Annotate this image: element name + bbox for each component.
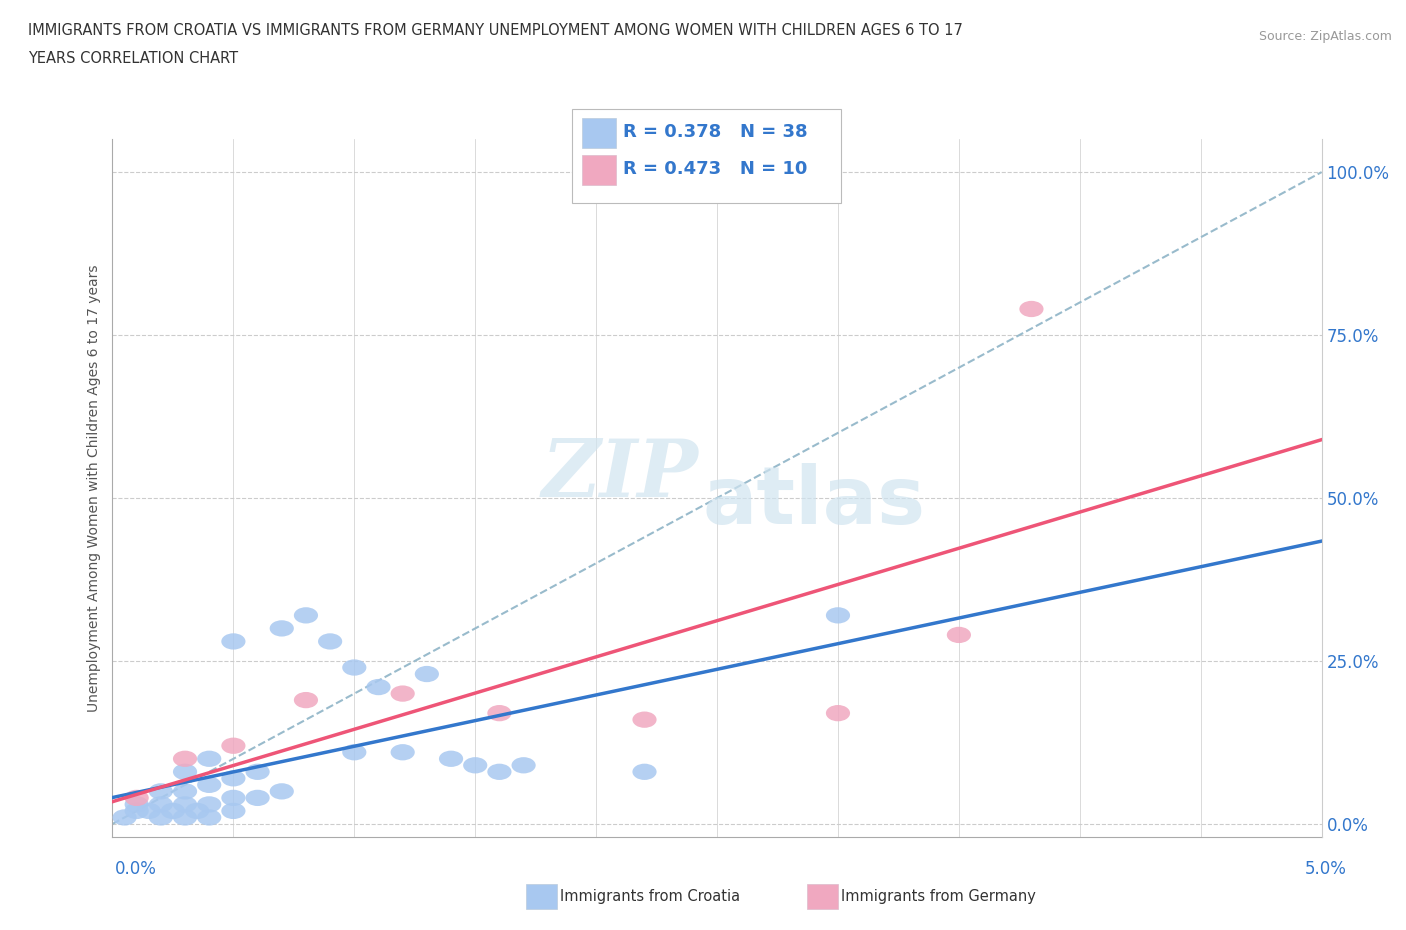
Ellipse shape — [197, 796, 221, 813]
Text: R = 0.378   N = 38: R = 0.378 N = 38 — [623, 123, 807, 141]
Ellipse shape — [318, 633, 342, 649]
Ellipse shape — [160, 803, 186, 819]
Ellipse shape — [246, 764, 270, 780]
Ellipse shape — [221, 803, 246, 819]
Ellipse shape — [439, 751, 463, 767]
Ellipse shape — [197, 809, 221, 826]
Ellipse shape — [342, 744, 367, 761]
Ellipse shape — [149, 809, 173, 826]
Text: atlas: atlas — [702, 463, 925, 541]
Ellipse shape — [221, 737, 246, 754]
Ellipse shape — [221, 770, 246, 787]
Ellipse shape — [488, 705, 512, 722]
Ellipse shape — [946, 627, 972, 643]
Text: YEARS CORRELATION CHART: YEARS CORRELATION CHART — [28, 51, 238, 66]
Ellipse shape — [136, 803, 160, 819]
Ellipse shape — [246, 790, 270, 806]
Ellipse shape — [512, 757, 536, 774]
Text: 0.0%: 0.0% — [115, 860, 157, 878]
Ellipse shape — [221, 633, 246, 649]
Text: 5.0%: 5.0% — [1305, 860, 1347, 878]
Text: R = 0.473   N = 10: R = 0.473 N = 10 — [623, 160, 807, 179]
Ellipse shape — [112, 809, 136, 826]
Ellipse shape — [488, 764, 512, 780]
Ellipse shape — [173, 764, 197, 780]
Text: Immigrants from Germany: Immigrants from Germany — [841, 889, 1036, 904]
Text: Source: ZipAtlas.com: Source: ZipAtlas.com — [1258, 30, 1392, 43]
Ellipse shape — [633, 711, 657, 728]
Ellipse shape — [270, 783, 294, 800]
Ellipse shape — [149, 783, 173, 800]
Ellipse shape — [342, 659, 367, 676]
Ellipse shape — [825, 607, 851, 623]
Ellipse shape — [173, 796, 197, 813]
Ellipse shape — [633, 764, 657, 780]
Ellipse shape — [415, 666, 439, 683]
Y-axis label: Unemployment Among Women with Children Ages 6 to 17 years: Unemployment Among Women with Children A… — [87, 264, 101, 712]
Ellipse shape — [125, 790, 149, 806]
Ellipse shape — [294, 692, 318, 709]
Ellipse shape — [186, 803, 209, 819]
Ellipse shape — [221, 790, 246, 806]
Ellipse shape — [173, 751, 197, 767]
Ellipse shape — [1019, 300, 1043, 317]
Text: ZIP: ZIP — [541, 435, 699, 513]
Ellipse shape — [463, 757, 488, 774]
Ellipse shape — [173, 783, 197, 800]
Text: IMMIGRANTS FROM CROATIA VS IMMIGRANTS FROM GERMANY UNEMPLOYMENT AMONG WOMEN WITH: IMMIGRANTS FROM CROATIA VS IMMIGRANTS FR… — [28, 23, 963, 38]
Ellipse shape — [125, 796, 149, 813]
Ellipse shape — [391, 685, 415, 702]
Ellipse shape — [149, 796, 173, 813]
Text: Immigrants from Croatia: Immigrants from Croatia — [560, 889, 740, 904]
Ellipse shape — [173, 809, 197, 826]
Ellipse shape — [270, 620, 294, 636]
Ellipse shape — [197, 777, 221, 793]
Ellipse shape — [197, 751, 221, 767]
Ellipse shape — [391, 744, 415, 761]
Ellipse shape — [294, 607, 318, 623]
Ellipse shape — [367, 679, 391, 696]
Ellipse shape — [825, 705, 851, 722]
Ellipse shape — [125, 803, 149, 819]
